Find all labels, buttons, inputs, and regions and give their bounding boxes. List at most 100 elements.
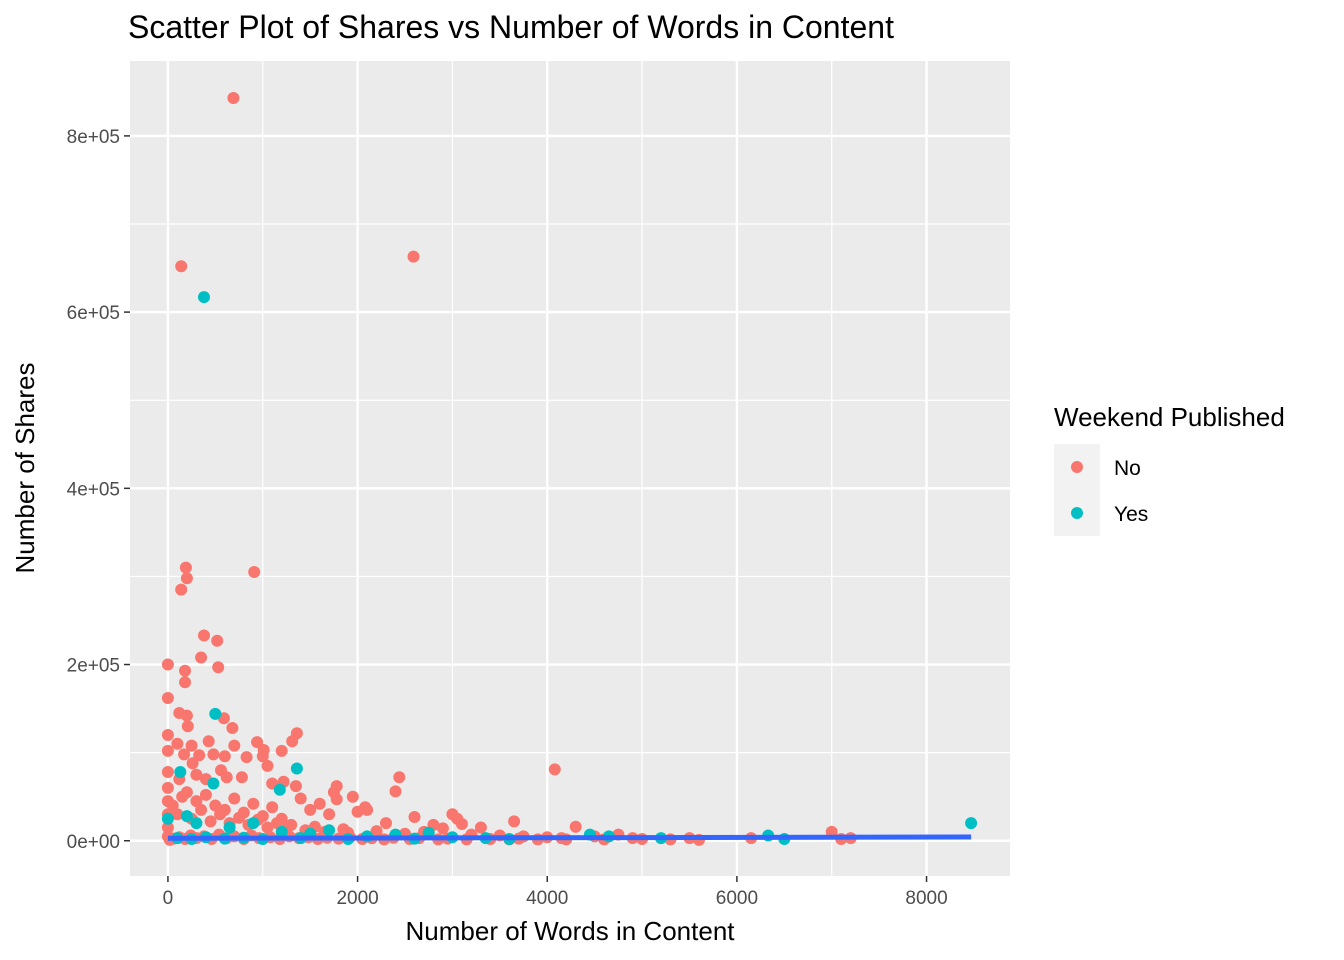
data-point-no <box>175 260 188 273</box>
data-point-no <box>227 92 240 104</box>
data-point-no <box>285 818 298 831</box>
data-point-no <box>240 751 253 764</box>
data-point-yes <box>180 810 193 823</box>
legend-key-background <box>1054 444 1100 536</box>
data-point-no <box>220 771 233 784</box>
data-point-no <box>161 821 174 834</box>
legend-key-no <box>1071 461 1083 473</box>
y-tick-label: 2e+05 <box>67 656 120 677</box>
data-point-no <box>179 676 191 689</box>
data-point-no <box>186 757 199 770</box>
data-point-no <box>195 651 208 664</box>
y-tick-label: 8e+05 <box>67 127 120 148</box>
data-point-no <box>251 736 264 749</box>
data-point-no <box>207 748 220 761</box>
data-point-no <box>211 634 224 647</box>
data-point-no <box>228 792 241 805</box>
data-point-no <box>214 808 227 821</box>
plot-panel <box>130 61 1010 876</box>
data-point-no <box>407 250 420 263</box>
data-point-no <box>256 750 269 763</box>
data-point-no <box>569 820 582 833</box>
data-point-no <box>228 739 241 752</box>
x-axis-label: Number of Words in Content <box>406 916 736 946</box>
data-point-no <box>175 583 188 596</box>
data-point-no <box>408 811 421 823</box>
data-point-no <box>304 803 317 816</box>
x-tick-label: 0 <box>163 888 174 909</box>
data-point-yes <box>209 707 222 720</box>
x-tick-label: 8000 <box>905 888 947 909</box>
y-axis: 0e+00 2e+05 4e+05 6e+05 8e+05 <box>67 127 130 853</box>
data-point-no <box>199 788 212 801</box>
data-point-no <box>346 790 359 803</box>
data-point-no <box>261 759 274 772</box>
data-point-yes <box>247 817 260 830</box>
data-point-yes <box>290 762 303 775</box>
legend-title: Weekend Published <box>1054 402 1285 432</box>
data-point-no <box>248 566 261 578</box>
data-point-no <box>171 808 184 821</box>
data-point-no <box>198 629 210 642</box>
data-point-no <box>179 664 191 677</box>
data-point-no <box>185 739 198 752</box>
data-point-no <box>266 801 279 814</box>
y-tick-label: 4e+05 <box>67 479 120 500</box>
legend-label-yes: Yes <box>1114 503 1148 526</box>
data-point-no <box>212 661 225 674</box>
data-point-no <box>202 735 215 748</box>
data-point-no <box>161 781 174 794</box>
data-point-yes <box>198 291 210 304</box>
data-point-yes <box>965 817 978 830</box>
data-point-no <box>271 817 283 830</box>
y-tick-label: 6e+05 <box>67 303 120 324</box>
data-point-yes <box>323 824 336 837</box>
x-tick-label: 4000 <box>526 888 568 909</box>
data-point-yes <box>161 812 174 825</box>
data-point-no <box>455 818 468 830</box>
data-point-no <box>380 817 392 830</box>
data-point-no <box>247 797 260 810</box>
data-point-no <box>161 692 174 704</box>
data-point-no <box>195 803 208 816</box>
data-point-yes <box>190 817 203 830</box>
data-point-no <box>180 572 193 585</box>
x-axis: 0 2000 4000 6000 8000 <box>163 876 948 909</box>
data-point-no <box>204 815 217 828</box>
data-point-no <box>178 748 191 761</box>
data-point-no <box>389 785 402 798</box>
trend-line <box>167 834 972 841</box>
data-point-yes <box>275 825 288 838</box>
legend: Weekend Published No Yes <box>1054 402 1285 536</box>
data-point-no <box>161 658 174 671</box>
data-point-no <box>351 805 364 818</box>
data-point-no <box>190 795 203 808</box>
data-point-no <box>209 799 222 812</box>
data-point-yes <box>174 766 187 778</box>
data-point-no <box>161 795 174 808</box>
data-point-no <box>474 821 487 834</box>
data-point-no <box>226 722 239 734</box>
data-point-no <box>393 771 406 784</box>
y-tick-label: 0e+00 <box>67 832 120 853</box>
data-point-no <box>436 822 449 835</box>
data-point-no <box>294 792 307 805</box>
data-point-no <box>508 815 521 828</box>
data-point-no <box>286 735 299 748</box>
data-point-no <box>233 811 246 824</box>
data-point-yes <box>223 821 236 834</box>
data-point-no <box>176 790 189 803</box>
x-tick-label: 6000 <box>716 888 758 909</box>
data-point-no <box>313 797 326 810</box>
data-point-no <box>161 744 174 757</box>
data-point-no <box>193 749 206 762</box>
data-point-no <box>548 763 561 776</box>
data-point-no <box>161 729 174 741</box>
data-point-no <box>180 709 193 722</box>
data-point-no <box>275 744 288 757</box>
data-point-yes <box>207 777 220 790</box>
data-point-no <box>161 766 174 778</box>
data-point-no <box>235 771 248 784</box>
legend-label-no: No <box>1114 457 1141 480</box>
